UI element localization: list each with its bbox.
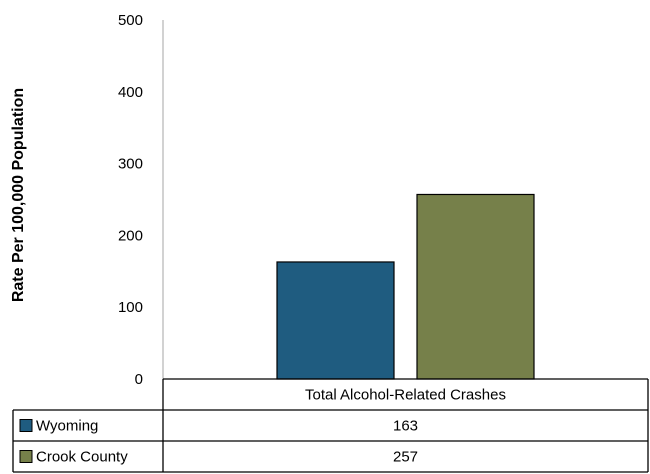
bars (276, 193, 535, 380)
data-value-label: 163 (393, 418, 418, 435)
y-tick-label: 500 (118, 12, 143, 29)
series-label: Crook County (36, 449, 128, 466)
legend-key-wyoming (19, 419, 33, 432)
bar-wyoming (276, 261, 395, 380)
series-label: Wyoming (36, 418, 98, 435)
y-tick-label: 0 (135, 371, 143, 388)
data-table: Total Alcohol-Related Crashes Wyoming 163 C… (19, 387, 506, 466)
y-axis-ticks: 0 100 200 300 400 500 (118, 12, 164, 388)
legend-key-crook-county (19, 450, 33, 463)
x-category-label: Total Alcohol-Related Crashes (305, 387, 506, 404)
data-value-label: 257 (393, 449, 418, 466)
data-table-grid (12, 378, 649, 473)
y-tick-label: 100 (118, 299, 143, 316)
y-axis-label: Rate Per 100,000 Population (10, 88, 27, 302)
y-tick-label: 200 (118, 227, 143, 244)
y-tick-label: 300 (118, 156, 143, 173)
bar-crook-county (416, 193, 535, 380)
y-tick-label: 400 (118, 84, 143, 101)
